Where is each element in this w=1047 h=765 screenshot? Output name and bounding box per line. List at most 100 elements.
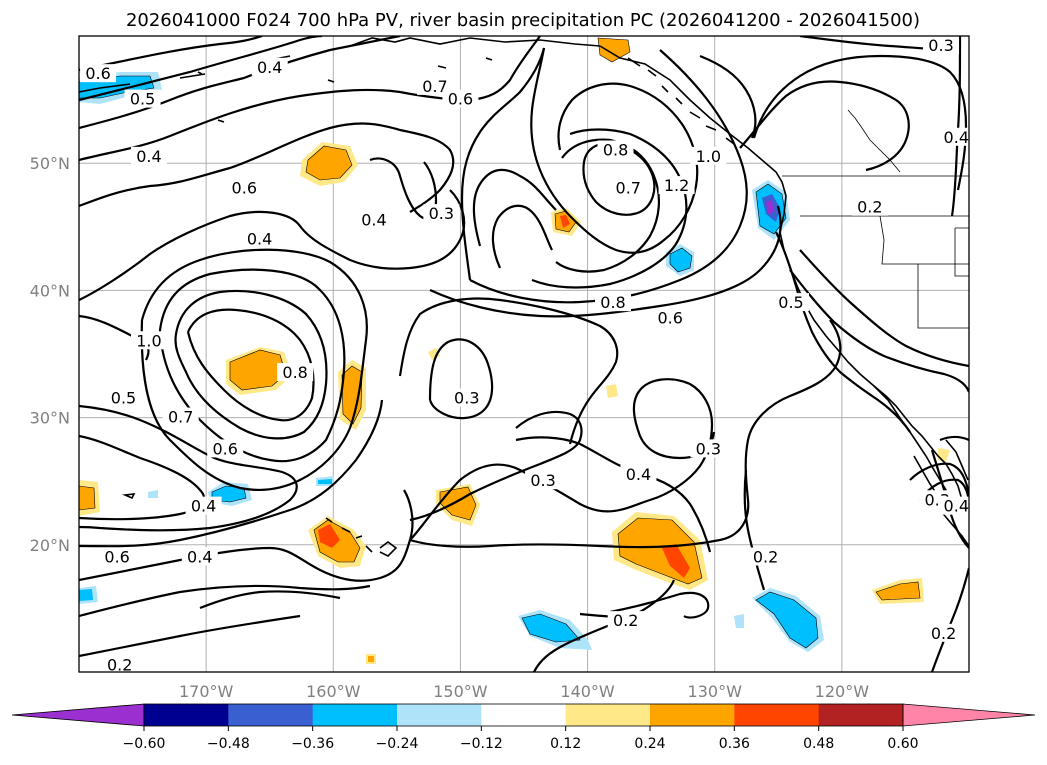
pv-contour xyxy=(79,584,371,618)
contour-label-bg xyxy=(607,611,644,630)
contour-label: 0.8 xyxy=(600,293,625,312)
map-background xyxy=(79,36,969,672)
contour-label: 0.4 xyxy=(257,58,282,77)
pv-contour xyxy=(472,168,557,247)
precip-patch xyxy=(597,37,631,63)
pv-contour xyxy=(174,289,328,440)
pv-contour xyxy=(530,47,699,254)
y-tick-label: 40°N xyxy=(30,281,70,300)
contour-label: 0.3 xyxy=(454,389,479,408)
contour-label: 0.4 xyxy=(944,497,969,516)
contour-label: 0.5 xyxy=(778,293,803,312)
colorbar-tick-label: −0.36 xyxy=(291,736,334,752)
precip-patch xyxy=(79,485,96,511)
contour-label-bg xyxy=(181,547,218,566)
contour-label: 0.2 xyxy=(613,611,638,630)
pv-contour xyxy=(930,567,969,672)
contour-label-bg xyxy=(130,146,167,165)
pv-contour xyxy=(743,469,766,591)
contour-label: 0.6 xyxy=(104,548,129,567)
colorbar-tick-label: 0.60 xyxy=(887,736,918,752)
x-axis-tick-labels: 170°W 160°W 150°W 140°W 130°W 120°W xyxy=(179,682,869,701)
contour-label: 0.2 xyxy=(931,624,956,643)
map-frame xyxy=(78,35,970,673)
colorbar-bin xyxy=(650,704,735,726)
colorbar-extend-max xyxy=(902,703,1036,727)
y-tick-label: 50°N xyxy=(30,154,70,173)
pv-contour xyxy=(789,269,969,393)
contour-label: 0.6 xyxy=(212,439,237,458)
precip-shading-positive xyxy=(79,37,950,664)
contour-label-bg xyxy=(690,146,727,165)
contour-label-bg xyxy=(207,439,244,458)
contour-label: 0.2 xyxy=(753,548,778,567)
precip-patch xyxy=(341,365,363,425)
colorbar-tick-label: −0.48 xyxy=(207,736,250,752)
precip-patch xyxy=(766,200,774,214)
pv-contour xyxy=(739,80,910,172)
contour-label: 0.7 xyxy=(616,179,641,198)
pv-contour xyxy=(79,189,466,301)
pv-contour xyxy=(533,579,676,672)
precip-patch xyxy=(560,215,570,228)
contour-label-bg xyxy=(162,407,199,426)
contour-label-bg xyxy=(610,178,647,197)
contour-label-bg xyxy=(80,64,117,83)
contour-label: 0.6 xyxy=(448,90,473,109)
contour-label-bg xyxy=(597,140,634,159)
precip-patch xyxy=(521,613,581,643)
contour-label-bg xyxy=(130,331,167,350)
y-tick-label: 20°N xyxy=(30,536,70,555)
contour-label: 0.4 xyxy=(187,548,212,567)
y-axis-tick-labels: 20°N 30°N 40°N 50°N xyxy=(30,154,70,555)
contour-label-bg xyxy=(241,229,278,248)
x-tick-label: 130°W xyxy=(688,682,743,701)
contour-label-bg xyxy=(277,363,314,382)
contour-label-bg xyxy=(923,36,960,55)
coastline-alaska-aleutians xyxy=(79,37,601,93)
contour-label: 0.8 xyxy=(603,140,628,159)
contour-label-bg xyxy=(525,471,562,490)
precip-patch xyxy=(606,384,618,398)
coastline-hawaii xyxy=(325,517,398,557)
x-tick-label: 120°W xyxy=(815,682,870,701)
precip-patch xyxy=(305,145,353,181)
contour-label-bg xyxy=(226,178,263,197)
coastline-alaska-panhandle-islands xyxy=(627,57,735,145)
contour-label: 0.4 xyxy=(361,210,386,229)
pv-contour xyxy=(428,338,494,420)
pv-contour xyxy=(460,47,546,281)
precip-patch xyxy=(755,591,819,649)
precip-patch xyxy=(318,479,332,484)
contour-label: 0.4 xyxy=(191,497,216,516)
contour-label-bg xyxy=(105,388,142,407)
pv-contour xyxy=(79,36,401,130)
pv-contour xyxy=(491,204,553,269)
chart-title: 2026041000 F024 700 hPa PV, river basin … xyxy=(126,10,920,31)
contour-label-bg xyxy=(101,655,138,674)
pv-contour xyxy=(429,205,782,318)
contour-label-bg xyxy=(124,89,161,108)
contour-label: 0.5 xyxy=(130,90,155,109)
contour-label: 0.3 xyxy=(429,204,454,223)
pv-contour xyxy=(79,122,455,213)
contour-label: 1.2 xyxy=(664,176,689,195)
contour-label-bg xyxy=(938,127,975,146)
pv-contour xyxy=(555,138,661,273)
pv-contour xyxy=(799,249,969,368)
contour-label: 0.2 xyxy=(857,198,882,217)
colorbar-tick-label: −0.12 xyxy=(460,736,503,752)
y-tick-label: 30°N xyxy=(30,409,70,428)
colorbar-bin xyxy=(312,704,398,726)
colorbar-bin xyxy=(228,704,314,726)
contour-label-bg xyxy=(99,547,136,566)
precip-patch xyxy=(368,656,374,662)
contour-label-bg xyxy=(448,388,485,407)
pv-contour xyxy=(79,36,323,102)
precip-patch xyxy=(79,589,93,601)
contour-label-bg xyxy=(423,204,460,223)
pv-contour xyxy=(909,462,969,495)
contour-label: 0.7 xyxy=(422,77,447,96)
contour-label: 1.0 xyxy=(696,147,721,166)
